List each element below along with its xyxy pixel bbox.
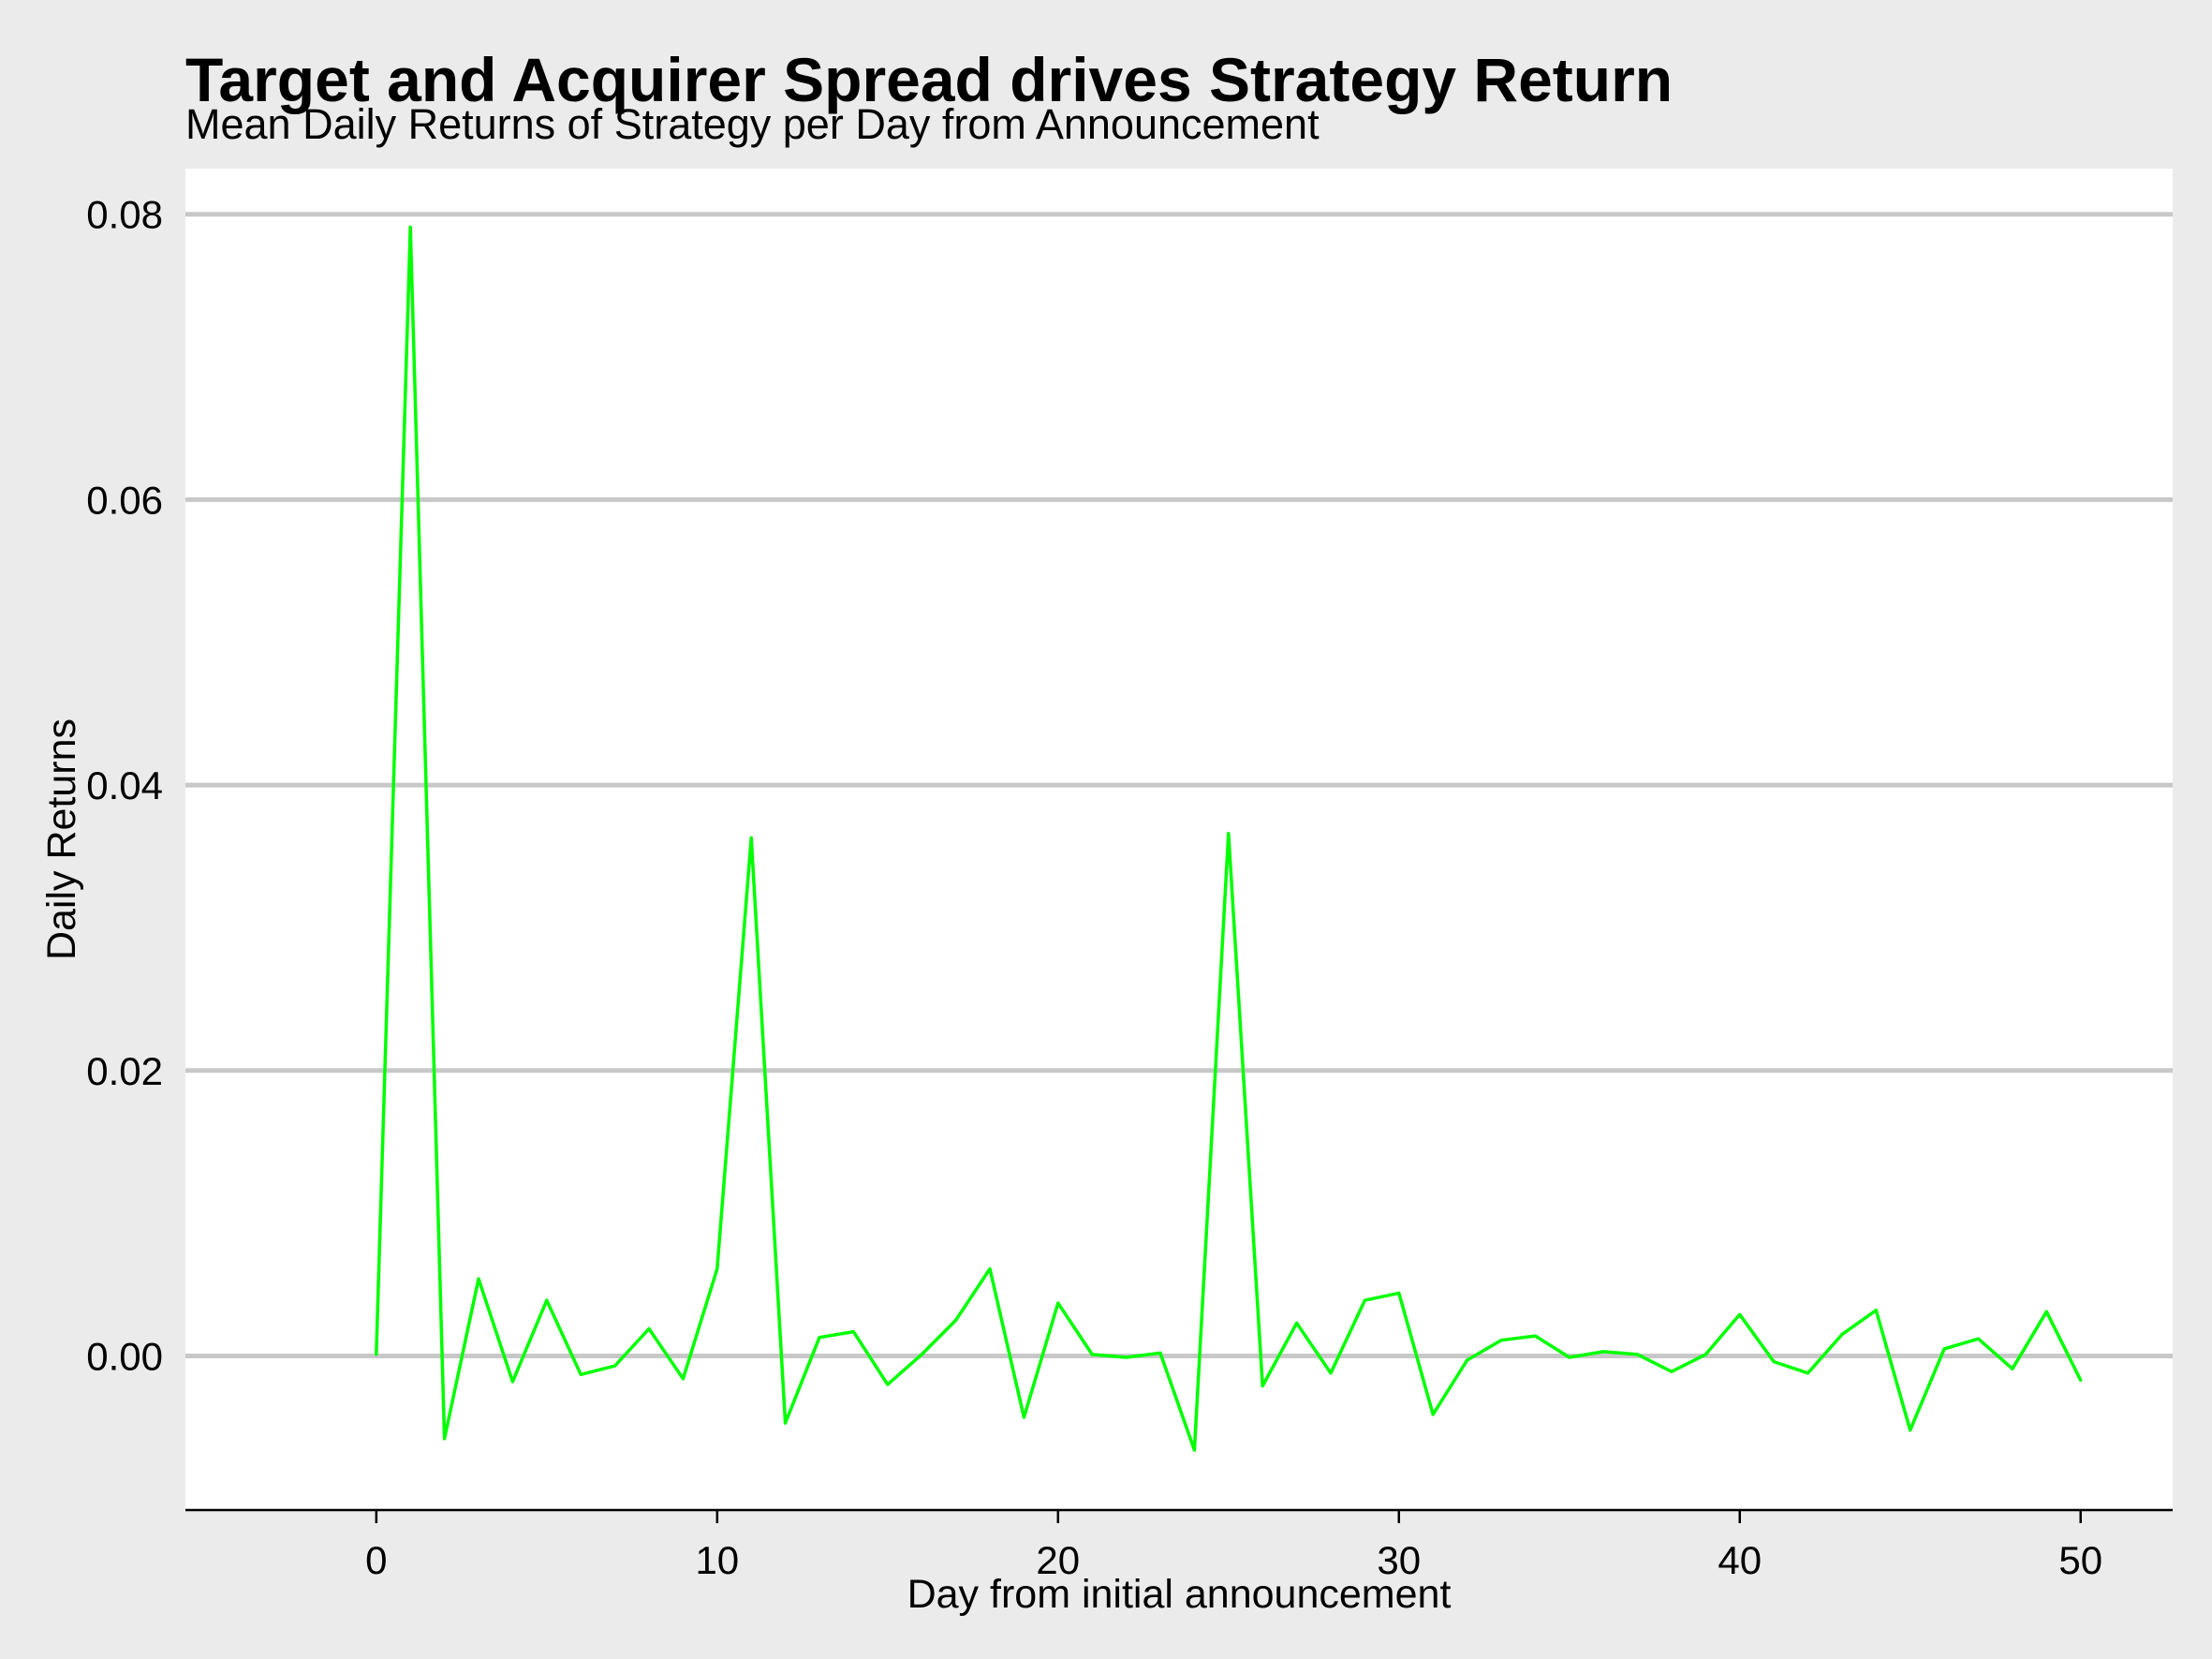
data-point — [1976, 1337, 1981, 1341]
x-tick-label: 50 — [2058, 1538, 2102, 1582]
data-point — [1090, 1353, 1094, 1356]
data-point — [920, 1353, 923, 1356]
data-point — [851, 1329, 855, 1334]
data-point — [1465, 1358, 1469, 1362]
data-point — [1909, 1429, 1912, 1432]
data-point — [1261, 1384, 1264, 1388]
data-point — [1124, 1355, 1128, 1359]
data-point — [408, 225, 412, 230]
x-tick-label: 30 — [1377, 1538, 1421, 1582]
x-axis-ticks: 0 10 20 30 40 50 — [365, 1510, 2102, 1582]
data-point — [1431, 1413, 1435, 1416]
data-point — [2079, 1378, 2083, 1382]
data-point — [784, 1421, 788, 1425]
data-point — [1294, 1321, 1299, 1326]
chart-subtitle: Mean Daily Returns of Strategy per Day f… — [185, 100, 1320, 148]
data-point — [715, 1266, 719, 1271]
data-point — [681, 1377, 686, 1381]
data-point — [1227, 832, 1231, 836]
data-point — [1158, 1351, 1162, 1355]
y-axis-title: Daily Returns — [39, 718, 84, 960]
y-tick-label: 0.06 — [86, 478, 163, 522]
series-layer — [375, 225, 2083, 1452]
y-tick-label: 0.08 — [86, 193, 163, 237]
data-point — [1568, 1355, 1571, 1359]
data-point — [1363, 1298, 1366, 1302]
data-point — [443, 1437, 447, 1441]
data-point — [953, 1318, 958, 1322]
x-tick-label: 40 — [1718, 1538, 1762, 1582]
x-tick-label: 10 — [695, 1538, 739, 1582]
data-point — [1806, 1371, 1810, 1375]
data-point — [2044, 1310, 2048, 1313]
y-axis-ticks: 0.00 0.02 0.04 0.06 0.08 — [86, 193, 163, 1379]
x-tick-label: 20 — [1036, 1538, 1080, 1582]
chart-title: Target and Acquirer Spread drives Strate… — [185, 45, 1673, 114]
data-point — [545, 1298, 549, 1302]
data-point — [2011, 1367, 2014, 1370]
data-point — [647, 1326, 651, 1331]
data-point — [1874, 1309, 1878, 1312]
data-point — [1329, 1371, 1333, 1375]
data-point — [1738, 1312, 1742, 1316]
data-point — [1533, 1334, 1537, 1338]
data-point — [1703, 1353, 1707, 1356]
data-point — [1635, 1353, 1640, 1356]
data-point — [1192, 1448, 1196, 1452]
data-point — [1056, 1301, 1060, 1305]
x-axis-title: Day from initial announcement — [907, 1572, 1452, 1617]
data-point — [613, 1364, 617, 1368]
plot-background — [185, 169, 2173, 1510]
data-point — [1942, 1347, 1946, 1351]
data-point — [749, 836, 753, 840]
data-point — [886, 1383, 890, 1386]
data-point — [477, 1277, 480, 1281]
data-point — [375, 1353, 378, 1356]
data-point — [1397, 1291, 1401, 1296]
y-tick-label: 0.04 — [86, 763, 163, 807]
y-tick-label: 0.02 — [86, 1049, 163, 1093]
data-point — [1670, 1370, 1674, 1373]
y-gridlines — [185, 212, 2173, 1358]
y-tick-label: 0.00 — [86, 1334, 163, 1378]
data-point — [818, 1336, 821, 1340]
x-tick-label: 0 — [365, 1538, 387, 1582]
data-point — [1840, 1333, 1844, 1337]
data-point — [1499, 1339, 1503, 1342]
data-point — [1772, 1359, 1776, 1364]
data-point — [1022, 1415, 1025, 1419]
data-point — [1601, 1350, 1605, 1354]
data-point — [988, 1266, 992, 1271]
data-point — [510, 1380, 515, 1384]
data-point — [579, 1372, 582, 1376]
